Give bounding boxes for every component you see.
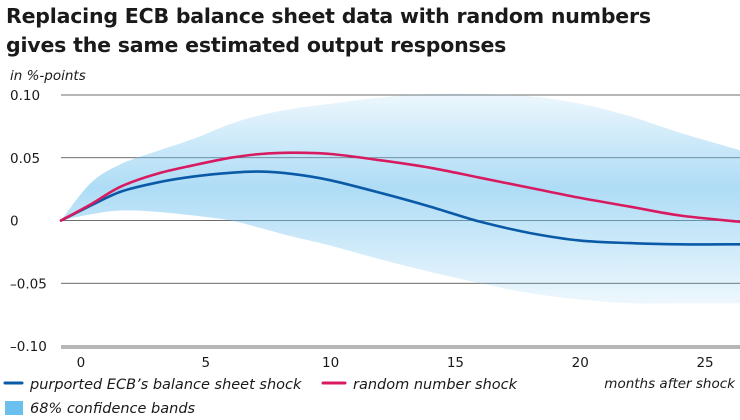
x-tick-label: 10 [322, 355, 339, 371]
legend-label-ecb-shock: purported ECB’s balance sheet shock [29, 377, 302, 393]
ecb-shock-line [59, 170, 740, 246]
y-axis-label: in %-points [10, 68, 86, 84]
y-tick-label: –0.10 [10, 339, 47, 355]
y-tick-label: 0 [10, 214, 19, 230]
chart-title-line2: gives the same estimated output response… [6, 33, 507, 57]
legend-label-random-shock: random number shock [353, 377, 518, 393]
x-tick-label: 0 [77, 355, 86, 371]
x-tick-label: 20 [572, 355, 589, 371]
legend: purported ECB’s balance sheet shock rand… [3, 377, 518, 417]
y-tick-label: 0.10 [10, 88, 40, 104]
chart-title-line1: Replacing ECB balance sheet data with ra… [6, 4, 651, 28]
x-tick-label: 5 [201, 355, 210, 371]
chart-title: Replacing ECB balance sheet data with ra… [6, 2, 651, 60]
y-tick-label: 0.05 [10, 151, 40, 167]
random-shock-line [59, 151, 740, 224]
x-tick-label: 15 [447, 355, 464, 371]
legend-swatch-confidence-band [5, 401, 23, 415]
x-tick-label: 25 [696, 355, 713, 371]
legend-label-confidence-band: 68% confidence bands [30, 401, 196, 417]
y-tick-label: –0.05 [10, 276, 47, 292]
x-axis-label: months after shock [604, 376, 736, 392]
